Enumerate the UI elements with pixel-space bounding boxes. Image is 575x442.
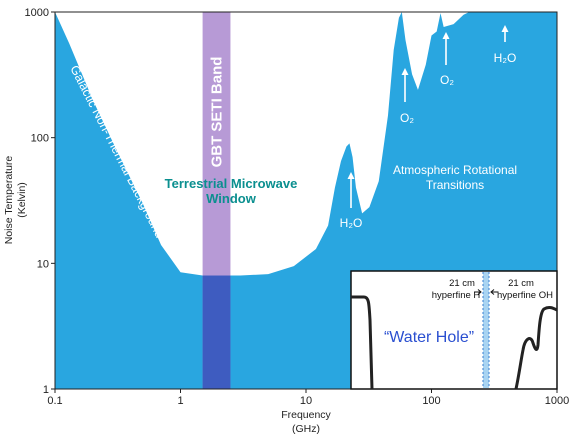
inset-h-arrow (474, 289, 482, 295)
h2o-183ghz-label: H₂O (494, 51, 517, 65)
x-axis-title-line1: Frequency (281, 409, 331, 421)
inset-frame (350, 270, 558, 390)
inset-left-curve (351, 295, 374, 390)
x-tick-label: 0.1 (47, 395, 62, 407)
o2-118ghz-arrow-head (442, 32, 450, 39)
x-tick-label: 100 (422, 395, 440, 407)
y-tick-label: 1000 (25, 7, 49, 19)
x-tick-label: 10 (300, 395, 312, 407)
x-axis-title: Frequency (GHz) (281, 409, 331, 435)
inset-h-label-line1: 21 cm (449, 278, 475, 289)
o2-60ghz-arrow-head (401, 68, 409, 75)
y-axis-title: Noise Temperature (Kelvin) (3, 156, 28, 245)
inset-oh-label-line2: hyperfine OH (497, 290, 553, 301)
window-label-line2: Window (206, 191, 257, 206)
h2o-22ghz-arrow-head (347, 172, 355, 179)
y-tick-label: 10 (37, 258, 49, 270)
y-axis-title-line1: Noise Temperature (3, 156, 15, 245)
o2-60ghz-label: O₂ (400, 111, 414, 125)
y-tick-label: 1 (43, 384, 49, 396)
atmospheric-label-line1: Atmospheric Rotational (393, 163, 517, 177)
inset-oh-label-line1: 21 cm (508, 278, 534, 289)
o2-118ghz-label: O₂ (440, 73, 454, 87)
window-label-line1: Terrestrial Microwave (165, 176, 298, 191)
x-axis-title-line2: (GHz) (292, 423, 320, 435)
x-tick-label: 1000 (545, 395, 569, 407)
seti-band-label: GBT SETI Band (209, 57, 226, 168)
plot-content (55, 12, 557, 389)
inset-oh-arrow (490, 289, 498, 295)
inset-water-hole-band (483, 272, 489, 388)
h2o-183ghz-arrow-head (501, 25, 509, 32)
x-tick-label: 1 (177, 395, 183, 407)
y-axis-title-line2: (Kelvin) (16, 182, 28, 218)
y-tick-label: 100 (31, 133, 49, 145)
quiet-window-region (55, 12, 470, 276)
seti-band-overlap (202, 275, 231, 389)
h2o-22ghz-label: H₂O (340, 216, 363, 230)
inset-right-curve (514, 305, 558, 390)
atmospheric-label-line2: Transitions (426, 178, 484, 192)
inset-title: “Water Hole” (384, 329, 474, 346)
inset-h-label-line2: hyperfine H (432, 290, 481, 301)
